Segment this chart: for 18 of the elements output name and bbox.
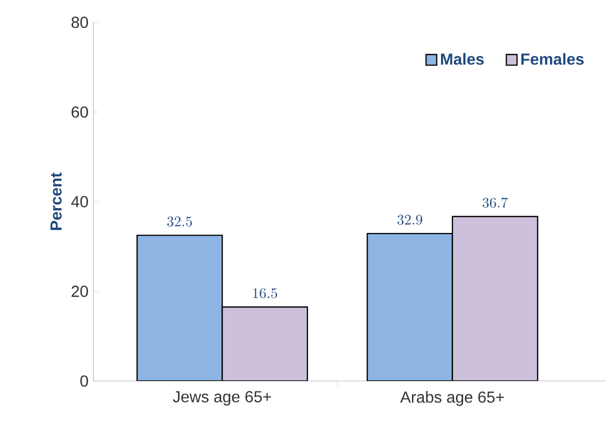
data-label: 32.9 (397, 214, 422, 225)
data-label: 32.5 (167, 216, 192, 227)
bar (222, 306, 308, 381)
bar (366, 232, 454, 381)
data-label: 16.5 (253, 288, 278, 298)
legend-label: Females (521, 53, 584, 65)
y-tick-label: 80 (72, 16, 88, 28)
data-label: 36.7 (482, 198, 508, 208)
y-tick-label: 60 (72, 106, 88, 118)
y-tick-label: 40 (71, 196, 88, 208)
y-tick-label: 20 (72, 286, 88, 297)
bar (452, 216, 538, 381)
y-axis-title: Percent (50, 172, 62, 230)
y-tick-label: 0 (80, 375, 88, 387)
bar (136, 234, 223, 381)
legend-label: Males (441, 53, 484, 65)
x-tick-label: Arabs age 65+ (400, 391, 504, 406)
x-tick-label: Jews age 65+ (172, 391, 272, 406)
